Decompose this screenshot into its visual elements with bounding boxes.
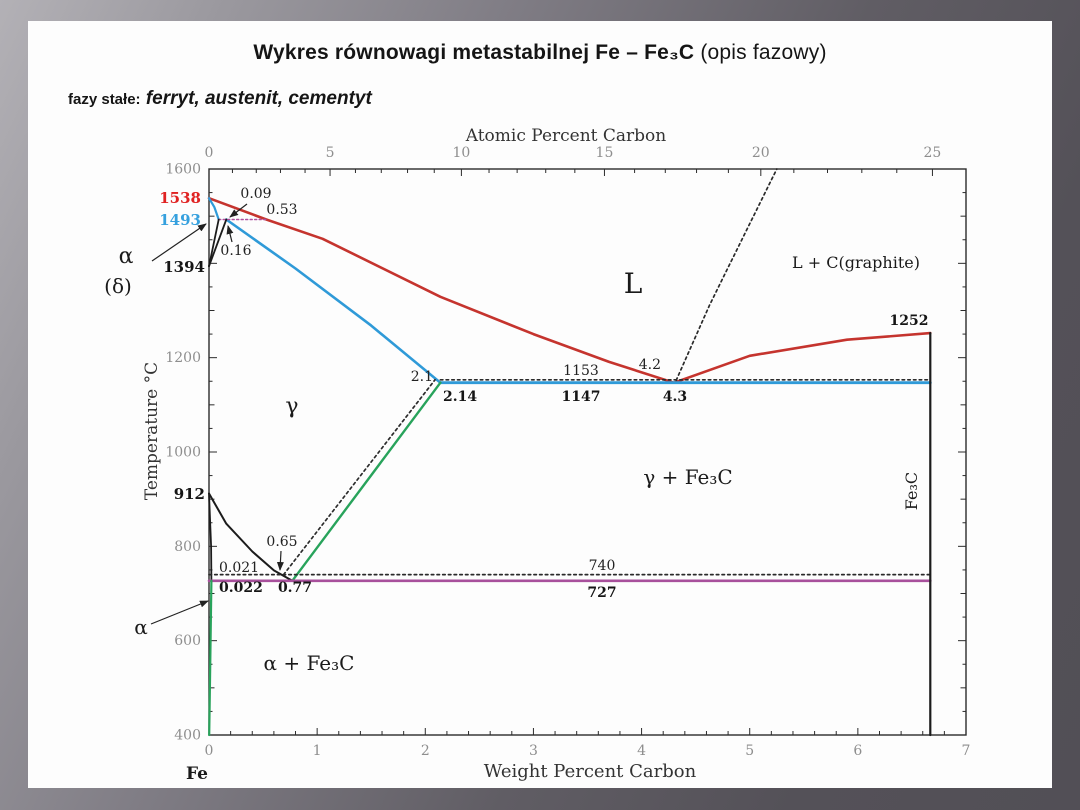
point-label: 1147 (562, 389, 601, 405)
boundary-gamma-solidus (225, 218, 442, 384)
x-tick-label: 6 (853, 743, 862, 759)
y-tick-label: 400 (174, 728, 201, 744)
slide-title-suffix: (opis fazowy) (694, 41, 827, 64)
point-label: 0.53 (266, 202, 297, 218)
annotation-labels: 1538 1493 1394 912 0.090.53 0.16 2.1 2.14 1153 11… (104, 186, 928, 675)
top-tick-label: 15 (596, 145, 614, 161)
x-tick-label: 7 (962, 743, 971, 759)
point-label: 727 (587, 585, 616, 601)
phase-label: Fe₃C (902, 472, 921, 510)
phase-label: γ (285, 394, 298, 419)
point-label: 0.65 (266, 534, 297, 550)
point-label: 1394 (163, 258, 205, 276)
boundary-liquidus-hypereutectic (672, 331, 932, 384)
top-tick-label: 0 (205, 145, 214, 161)
y-tick-label: 1600 (165, 162, 201, 178)
point-label: 2.14 (443, 389, 477, 405)
top-tick-label: 10 (452, 145, 470, 161)
point-label: 1153 (563, 363, 599, 379)
x-tick-label: 3 (529, 743, 538, 759)
top-tick-label: 20 (752, 145, 770, 161)
point-label: 740 (589, 558, 616, 574)
boundary-ferrite-solvus (208, 579, 213, 737)
slide-title-main: Wykres równowagi metastabilnej Fe – Fe₃C (253, 41, 695, 64)
x-axis-title: Weight Percent Carbon (484, 761, 697, 782)
slide-title: Wykres równowagi metastabilnej Fe – Fe₃C… (28, 41, 1052, 65)
phase-label: γ + Fe₃C (643, 465, 732, 489)
boundary-delta-solidus (207, 197, 220, 221)
y-tick-label: 1200 (165, 350, 201, 366)
boundary-acm-line (291, 381, 442, 582)
point-label: 4.2 (639, 357, 661, 373)
boundary-gp-line (208, 492, 213, 582)
origin-label-fe: Fe (186, 764, 208, 784)
point-label: 0.021 (219, 560, 259, 576)
x-tick-label: 2 (421, 743, 430, 759)
solid-phases-label: fazy stałe: (68, 91, 141, 108)
boundary-delta-boundary-b (208, 218, 228, 268)
point-label: 4.3 (663, 389, 687, 405)
solid-phases-list: ferryt, austenit, cementyt (140, 88, 372, 109)
phase-boundary-lines (207, 168, 932, 737)
top-axis-title: Atomic Percent Carbon (465, 126, 667, 146)
phase-label: α + Fe₃C (264, 651, 355, 675)
point-label: 912 (174, 485, 205, 503)
point-label: 1252 (890, 313, 929, 329)
label-0-65-arrow (276, 550, 284, 571)
top-tick-label: 25 (924, 145, 942, 161)
axis-tick-labels: 0 1 2 3 4 5 6 7 0 5 10 15 20 25 1600 1200 1000 800 600 400 (165, 145, 970, 759)
point-label: 1493 (159, 211, 201, 229)
phase-label: α (119, 244, 134, 269)
alpha-arrow (150, 600, 209, 625)
y-tick-label: 800 (174, 539, 201, 555)
label-0-09-arrow (229, 203, 248, 218)
point-label: 0.09 (240, 186, 271, 202)
slide-subtitle: fazy stałe: ferryt, austenit, cementyt (68, 88, 372, 110)
boundary-stable-acm-dashed (282, 378, 436, 576)
slide: Wykres równowagi metastabilnej Fe – Fe₃C… (28, 21, 1052, 788)
annotation-arrows (150, 203, 284, 625)
point-label: 0.77 (278, 580, 312, 596)
x-tick-label: 0 (205, 743, 214, 759)
point-label: 0.022 (219, 580, 263, 596)
x-tick-label: 4 (637, 743, 646, 759)
y-tick-label: 1000 (165, 445, 201, 461)
phase-label: α (134, 615, 148, 639)
point-label: 1538 (159, 189, 201, 207)
y-axis-title: Temperature °C (142, 362, 162, 500)
boundary-delta-boundary-a (208, 218, 220, 268)
phase-label: L + C(graphite) (792, 253, 920, 272)
alpha-delta-arrow (151, 223, 207, 262)
point-label: 0.16 (220, 243, 251, 259)
phase-label: (δ) (104, 274, 132, 298)
point-label: 2.1 (411, 369, 433, 385)
boundary-graphite-liquidus-dashed (675, 168, 778, 382)
label-0-16-arrow (226, 225, 234, 243)
top-tick-label: 5 (326, 145, 335, 161)
axis-titles: Atomic Percent Carbon Weight Percent Carb… (142, 126, 697, 784)
x-tick-label: 5 (745, 743, 754, 759)
x-tick-label: 1 (313, 743, 322, 759)
phase-label: L (624, 267, 643, 300)
boundary-liquidus-hypoeutectic (207, 196, 676, 384)
y-tick-label: 600 (174, 633, 201, 649)
